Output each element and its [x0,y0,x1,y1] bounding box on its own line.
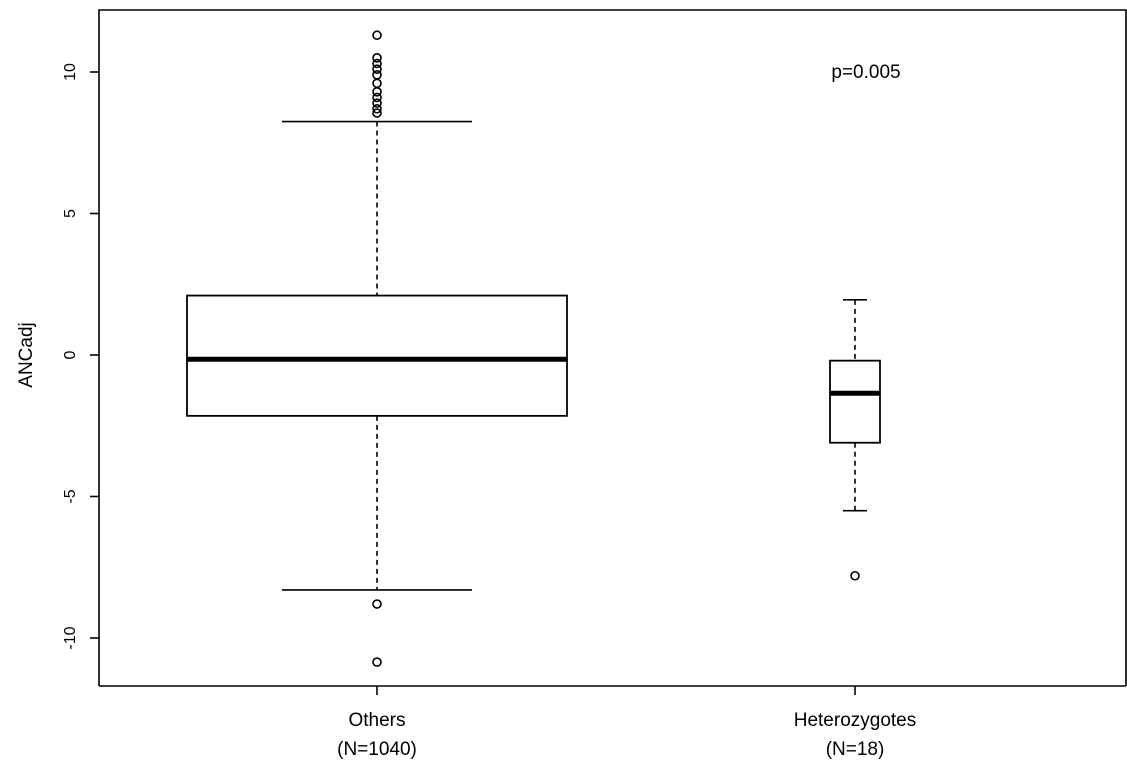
box-group [186,30,568,667]
boxes [186,30,881,667]
outlier-point [372,64,382,74]
outlier-point [372,53,382,63]
y-tick-label: -5 [62,489,79,503]
x-tick-label-name: Others [348,710,405,731]
iqr-box [829,359,881,444]
outlier-point [372,92,382,103]
x-tick-label-count: (N=18) [826,739,885,760]
outlier-point [372,98,382,108]
outlier-point [372,87,382,97]
outlier-point [372,103,382,114]
y-tick-label: 5 [62,209,79,218]
x-tick-label-count: (N=1040) [337,739,417,760]
x-tick-label-name: Heterozygotes [794,710,917,731]
y-axis-label: ANCadj [16,322,37,387]
x-axis: Others (N=1040) Heterozygotes (N=18) [337,686,916,760]
y-axis: -10 -5 0 5 10 [62,63,99,650]
y-tick-label: 0 [62,350,79,359]
outlier-point [372,108,382,118]
box-group [829,299,881,581]
outlier-point [372,70,382,80]
outlier-point [850,570,860,581]
outlier-point [372,78,382,89]
outlier-point [372,599,382,609]
y-tick-label: 10 [62,63,79,81]
y-tick-label: -10 [62,626,79,649]
plot-frame [98,9,1127,686]
outlier-point [372,657,382,667]
outlier-point [372,30,382,41]
iqr-box [186,294,568,417]
outlier-point [372,58,382,69]
p-value-annotation: p=0.005 [831,62,900,83]
